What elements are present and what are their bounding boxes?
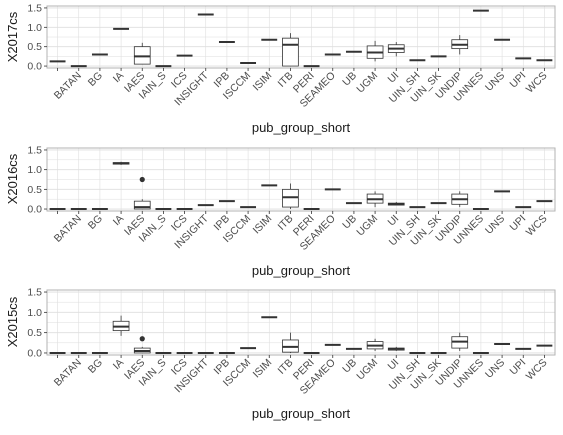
x-tick-label: UI <box>385 357 401 373</box>
outlier-point <box>139 176 145 183</box>
y-axis-title: X2015cs <box>5 296 20 347</box>
box-undip <box>451 332 469 351</box>
box-ui <box>387 346 405 351</box>
box-iaes <box>133 42 151 65</box>
x-tick-label: BG <box>86 213 105 232</box>
box-iaes <box>133 199 151 210</box>
x-tick-label: BATAN <box>52 70 84 102</box>
box-ia <box>112 161 130 165</box>
x-tick-label: UGM <box>354 213 380 239</box>
x-tick-label: UGM <box>354 70 380 96</box>
panel-border <box>46 147 556 212</box>
y-tick-label: 0.0 <box>27 204 42 216</box>
x-tick-label: WCS <box>524 213 550 239</box>
y-tick-label: 1.5 <box>27 287 42 299</box>
box-body <box>133 200 151 210</box>
x-tick-label: UI <box>385 70 401 86</box>
box-iaes <box>133 346 151 354</box>
x-tick-label: BATAN <box>52 213 84 245</box>
box-itb <box>282 332 299 353</box>
y-tick-label: 0.0 <box>27 61 42 73</box>
y-tick-label: 1.0 <box>27 22 42 34</box>
box-ugm <box>366 338 384 351</box>
x-tick-label: ISIM <box>251 70 275 94</box>
y-axis-title: X2016cs <box>5 153 20 204</box>
box-ui <box>387 42 405 57</box>
y-tick-label: 1.0 <box>27 164 42 176</box>
panel-border <box>46 289 556 356</box>
y-tick-label: 0.0 <box>27 347 42 359</box>
box-ugm <box>366 40 384 62</box>
x-tick-label: UNS <box>483 357 507 381</box>
box-undip <box>451 191 469 208</box>
x-tick-label: UGM <box>354 357 380 383</box>
y-tick-label: 1.0 <box>27 307 42 319</box>
x-tick-label: WCS <box>524 357 550 383</box>
box-itb <box>282 183 299 210</box>
y-axis-title: X2017cs <box>5 11 20 62</box>
x-tick-label: ISIM <box>251 213 275 237</box>
x-tick-label: UNS <box>483 213 507 237</box>
x-tick-label: BG <box>86 70 105 89</box>
box-ugm <box>366 191 384 208</box>
box-itb <box>282 33 299 67</box>
x-axis-title: pub_group_short <box>252 263 351 278</box>
box-ia <box>112 315 130 336</box>
x-tick-label: BG <box>86 357 105 376</box>
panel-border <box>46 5 556 69</box>
box-body <box>282 37 299 67</box>
y-tick-label: 1.5 <box>27 144 42 156</box>
x-tick-label: IA <box>111 70 127 86</box>
x-tick-label: UI <box>385 213 401 229</box>
y-tick-label: 0.5 <box>27 184 42 196</box>
x-axis-title: pub_group_short <box>252 406 351 421</box>
x-tick-label: ISIM <box>251 357 275 381</box>
box-ui <box>387 201 405 206</box>
x-tick-label: IA <box>111 213 127 229</box>
x-axis-title: pub_group_short <box>252 120 351 135</box>
x-tick-label: UNS <box>483 70 507 94</box>
x-tick-label: IA <box>111 357 127 373</box>
x-tick-label: BATAN <box>52 357 84 389</box>
y-tick-label: 0.5 <box>27 41 42 53</box>
y-tick-label: 0.5 <box>27 327 42 339</box>
x-tick-label: WCS <box>524 70 550 96</box>
y-tick-label: 1.5 <box>27 2 42 14</box>
box-undip <box>451 35 469 55</box>
outlier-point <box>139 336 145 342</box>
